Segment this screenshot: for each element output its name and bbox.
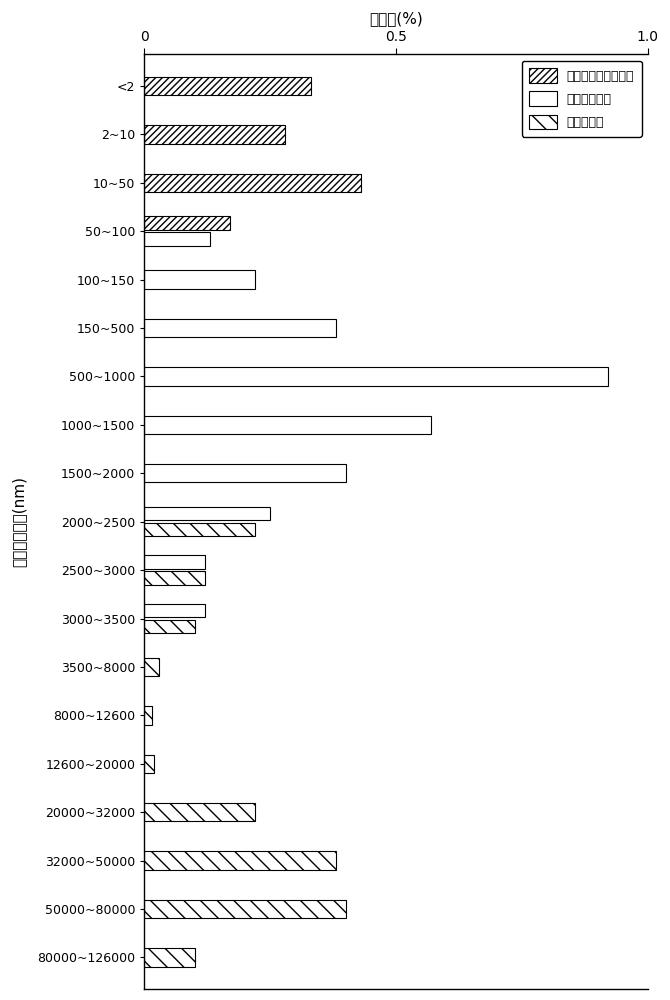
Bar [144, 948, 195, 967]
Bar [144, 851, 336, 870]
X-axis label: 孔隙度(%): 孔隙度(%) [369, 11, 423, 26]
Bar [144, 523, 255, 536]
Bar [144, 900, 346, 918]
Bar [144, 604, 205, 617]
Bar [144, 803, 255, 821]
Bar [144, 706, 152, 725]
Bar [144, 125, 285, 144]
Bar [144, 77, 310, 95]
Bar [144, 507, 270, 520]
Bar [144, 571, 205, 585]
Bar [144, 270, 255, 289]
Bar [144, 555, 205, 569]
Bar [144, 216, 230, 230]
Bar [144, 232, 210, 246]
Bar [144, 174, 361, 192]
Bar [144, 755, 155, 773]
Bar [144, 367, 608, 386]
Bar [144, 319, 336, 337]
Legend: 氮气吸附－解吸分析, 扫描电镜分析, 压汞法分析: 氮气吸附－解吸分析, 扫描电镜分析, 压汞法分析 [522, 61, 642, 137]
Bar [144, 658, 159, 676]
Bar [144, 464, 346, 482]
Y-axis label: 孔隙直径范围(nm): 孔隙直径范围(nm) [11, 476, 26, 567]
Bar [144, 416, 431, 434]
Bar [144, 620, 195, 633]
